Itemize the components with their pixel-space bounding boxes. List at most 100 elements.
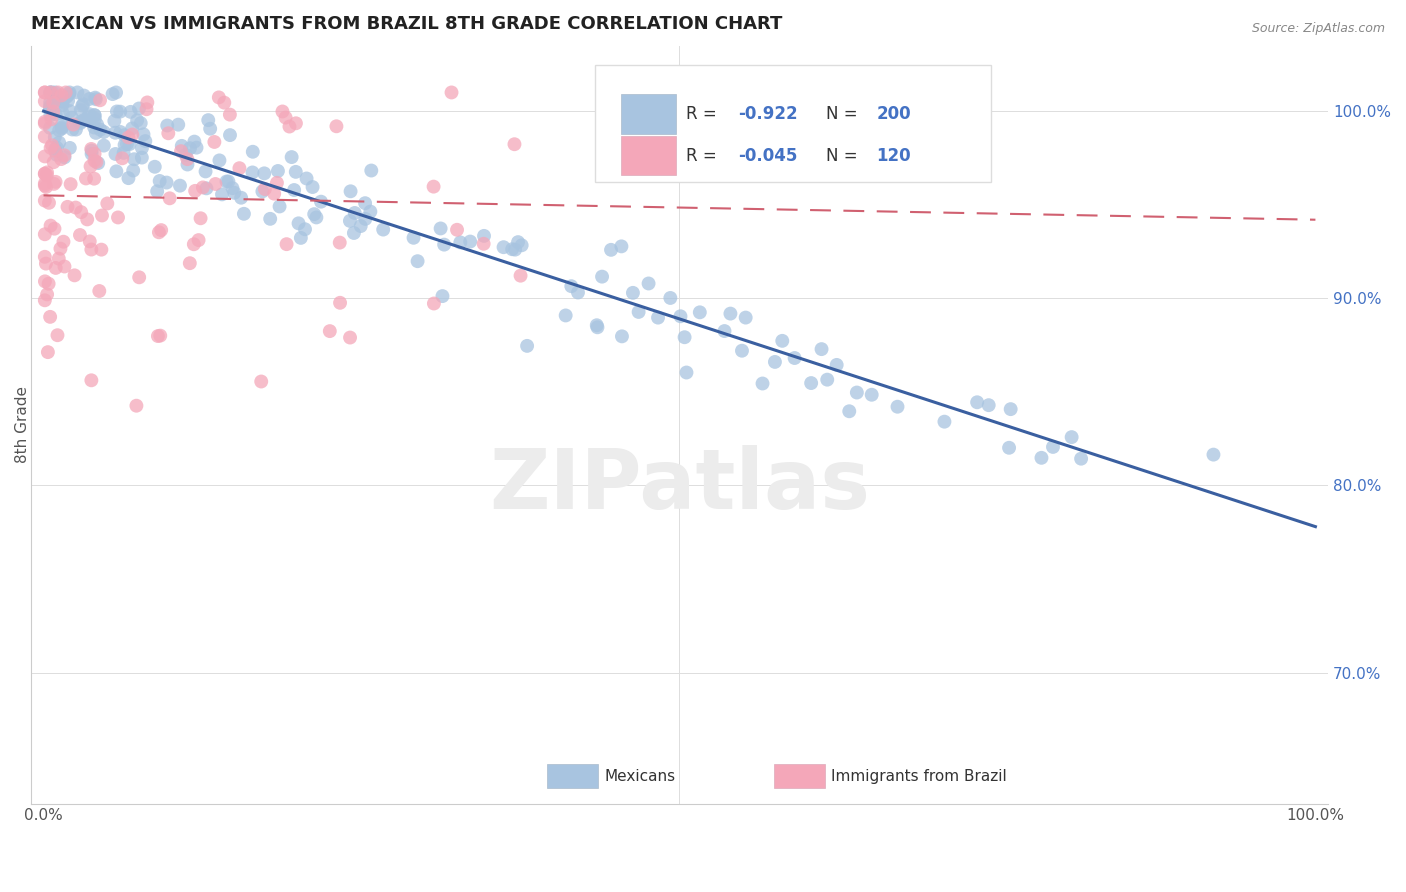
Point [42, 177, 65, 191]
Point [373, 222, 395, 236]
Point [107, 211, 129, 225]
Point [621, 285, 644, 300]
Point [669, 310, 692, 324]
Point [44, 144, 66, 158]
Point [89, 284, 111, 298]
Point [763, 355, 786, 369]
Point [59, 177, 82, 191]
Point [44, 86, 66, 100]
Point [120, 104, 142, 119]
Text: Mexicans: Mexicans [605, 769, 675, 784]
Point [503, 243, 526, 257]
Point [45, 260, 67, 275]
Point [65, 201, 87, 215]
Point [35, 287, 58, 301]
Point [208, 90, 231, 104]
Point [83, 146, 105, 161]
Point [214, 95, 236, 110]
Point [111, 151, 134, 165]
Point [1031, 450, 1053, 465]
Point [242, 145, 264, 159]
Point [44, 130, 66, 145]
Point [103, 114, 125, 128]
Point [560, 279, 582, 293]
Point [118, 137, 141, 152]
Point [143, 160, 166, 174]
Point [198, 121, 221, 136]
Point [39, 141, 62, 155]
Point [845, 385, 868, 400]
Point [148, 225, 170, 239]
Point [259, 211, 281, 226]
Point [34, 86, 56, 100]
Point [39, 86, 62, 100]
Point [159, 191, 181, 205]
Point [34, 116, 56, 130]
Point [83, 171, 105, 186]
Point [204, 177, 226, 191]
FancyBboxPatch shape [621, 95, 676, 134]
Point [305, 211, 328, 225]
Point [446, 223, 468, 237]
Point [406, 254, 429, 268]
Point [184, 184, 207, 198]
Point [128, 270, 150, 285]
Point [886, 400, 908, 414]
Point [492, 240, 515, 254]
Point [65, 122, 87, 136]
Point [44, 91, 66, 105]
Point [35, 169, 58, 183]
Point [673, 330, 696, 344]
Point [224, 186, 246, 200]
Point [76, 212, 98, 227]
Point [117, 171, 139, 186]
Point [72, 98, 94, 112]
Point [211, 187, 233, 202]
Text: -0.045: -0.045 [738, 146, 797, 164]
Point [41, 86, 63, 100]
Point [38, 195, 60, 210]
Point [232, 207, 254, 221]
Point [49, 242, 72, 256]
Point [1000, 402, 1022, 417]
Point [610, 239, 633, 253]
Point [108, 104, 131, 119]
Point [208, 153, 231, 168]
Point [278, 120, 301, 134]
Point [89, 93, 111, 107]
Point [134, 134, 156, 148]
Point [80, 373, 103, 387]
Point [329, 295, 352, 310]
Point [440, 86, 463, 100]
Point [194, 164, 217, 178]
Point [79, 113, 101, 128]
Point [79, 92, 101, 106]
Point [77, 109, 100, 123]
Point [58, 87, 80, 102]
Point [53, 150, 76, 164]
Point [70, 114, 93, 128]
Point [83, 153, 105, 168]
Point [169, 178, 191, 193]
Point [271, 104, 294, 119]
Point [186, 141, 208, 155]
Point [354, 196, 377, 211]
Point [128, 102, 150, 116]
Point [179, 141, 201, 155]
Point [966, 395, 988, 409]
Point [42, 95, 65, 110]
Point [110, 125, 132, 139]
Point [52, 235, 75, 249]
Point [770, 334, 793, 348]
Point [48, 123, 70, 137]
Point [45, 107, 67, 121]
Point [93, 138, 115, 153]
Point [149, 328, 172, 343]
Point [34, 293, 56, 308]
Point [267, 164, 290, 178]
Point [156, 119, 179, 133]
Point [114, 137, 136, 152]
Point [253, 166, 276, 180]
Point [122, 163, 145, 178]
Point [105, 86, 128, 100]
